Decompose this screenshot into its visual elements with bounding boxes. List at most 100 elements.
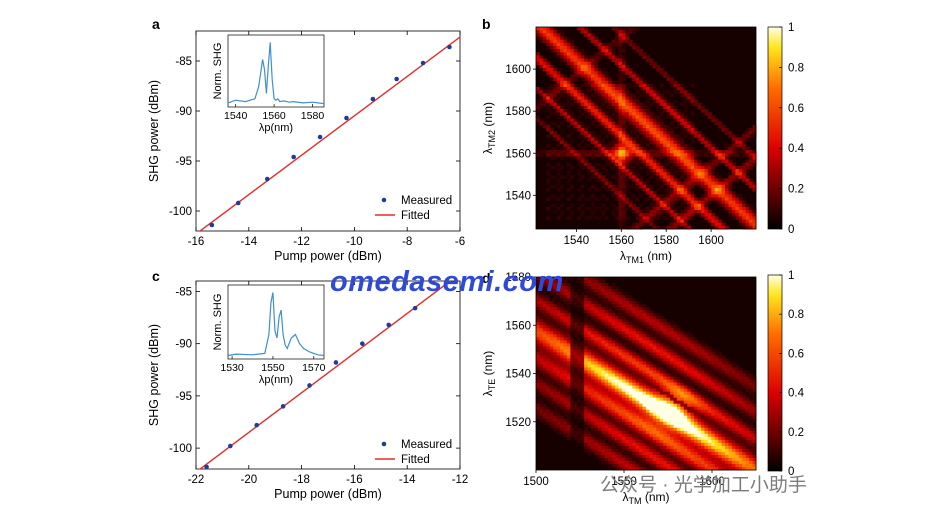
heatmap-cell [642, 340, 647, 344]
heatmap-cell [577, 337, 582, 341]
heatmap-cell [683, 187, 688, 192]
heatmap-cell [542, 403, 547, 408]
heatmap-cell [560, 370, 564, 374]
heatmap-cell [687, 121, 692, 126]
heatmap-cell [611, 102, 616, 107]
heatmap-cell [635, 430, 640, 435]
heatmap-cell [687, 355, 692, 359]
heatmap-cell [687, 454, 692, 459]
heatmap-cell [704, 415, 709, 420]
heatmap-cell [676, 349, 681, 353]
heatmap-cell [639, 328, 643, 332]
heatmap-cell [642, 322, 647, 326]
heatmap-cell [608, 361, 613, 365]
heatmap-cell [570, 355, 575, 359]
heatmap-cell [549, 105, 554, 110]
heatmap-cell [556, 197, 561, 201]
heatmap-cell [676, 115, 681, 119]
heatmap-cell [642, 316, 647, 320]
heatmap-cell [618, 175, 623, 179]
heatmap-cell [615, 460, 619, 465]
heatmap-cell [604, 385, 609, 389]
heatmap-cell [580, 102, 585, 107]
heatmap-cell [621, 194, 626, 198]
heatmap-cell [577, 298, 582, 302]
heatmap-cell [625, 373, 630, 377]
heatmap-cell [549, 316, 554, 320]
heatmap-cell [584, 80, 588, 85]
heatmap-cell [646, 385, 650, 389]
heatmap-cell [594, 373, 599, 377]
heatmap-cell [549, 313, 554, 317]
heatmap-cell [652, 175, 657, 179]
heatmap-cell [649, 146, 654, 151]
heatmap-cell [536, 331, 540, 335]
heatmap-cell [587, 30, 592, 34]
heatmap-cell [663, 200, 668, 205]
heatmap-cell [635, 331, 640, 335]
heatmap-cell [639, 313, 643, 317]
inset-x-label: λp(nm) [259, 122, 293, 134]
heatmap-cell [553, 358, 558, 362]
heatmap-cell [615, 36, 619, 41]
heatmap-cell [560, 74, 564, 78]
heatmap-cell [652, 140, 657, 145]
heatmap-cell [556, 322, 561, 326]
heatmap-cell [539, 418, 544, 423]
heatmap-cell [539, 409, 544, 414]
heatmap-cell [597, 105, 602, 110]
heatmap-cell [621, 391, 626, 396]
heatmap-cell [652, 421, 657, 426]
heatmap-cell [714, 200, 719, 205]
heatmap-cell [536, 334, 540, 338]
heatmap-cell [577, 352, 582, 356]
heatmap-cell [587, 55, 592, 59]
heatmap-cell [635, 153, 640, 157]
heatmap-cell [625, 331, 630, 335]
heatmap-cell [563, 343, 568, 347]
heatmap-cell [742, 222, 747, 227]
panel-letter-b: b [482, 16, 491, 32]
heatmap-cell [611, 304, 616, 308]
heatmap-cell [577, 64, 582, 69]
heatmap-cell [591, 439, 595, 444]
heatmap-cell [683, 172, 688, 176]
heatmap-cell [673, 418, 678, 423]
heatmap-cell [745, 222, 750, 227]
heatmap-cell [615, 292, 619, 296]
heatmap-cell [604, 343, 609, 347]
heatmap-cell [611, 412, 616, 417]
heatmap-cell [539, 355, 544, 359]
heatmap-cell [639, 367, 643, 371]
heatmap-cell [615, 427, 619, 432]
heatmap-cell [621, 128, 626, 132]
heatmap-cell [635, 99, 640, 104]
heatmap-cell [742, 219, 747, 224]
heatmap-cell [584, 83, 588, 88]
heatmap-cell [563, 86, 568, 91]
heatmap-cell [749, 159, 753, 164]
heatmap-cell [601, 445, 606, 450]
heatmap-cell [608, 388, 613, 392]
heatmap-cell [656, 373, 661, 377]
heatmap-cell [549, 102, 554, 107]
heatmap-cell [601, 457, 606, 462]
heatmap-cell [632, 115, 637, 119]
heatmap-cell [584, 427, 588, 432]
heatmap-cell [728, 162, 733, 167]
heatmap-cell [694, 454, 698, 459]
heatmap-cell [573, 45, 578, 50]
heatmap-cell [735, 172, 740, 176]
heatmap-cell [683, 213, 688, 217]
fitted-line [198, 36, 460, 231]
heatmap-cell [580, 298, 585, 302]
heatmap-cell [663, 373, 668, 377]
heatmap-cell [536, 30, 540, 34]
heatmap-cell [601, 310, 606, 314]
heatmap-cell [604, 352, 609, 356]
heatmap-cell [553, 400, 558, 405]
heatmap-cell [618, 319, 623, 323]
heatmap-cell [646, 388, 650, 392]
heatmap-cell [663, 99, 668, 104]
